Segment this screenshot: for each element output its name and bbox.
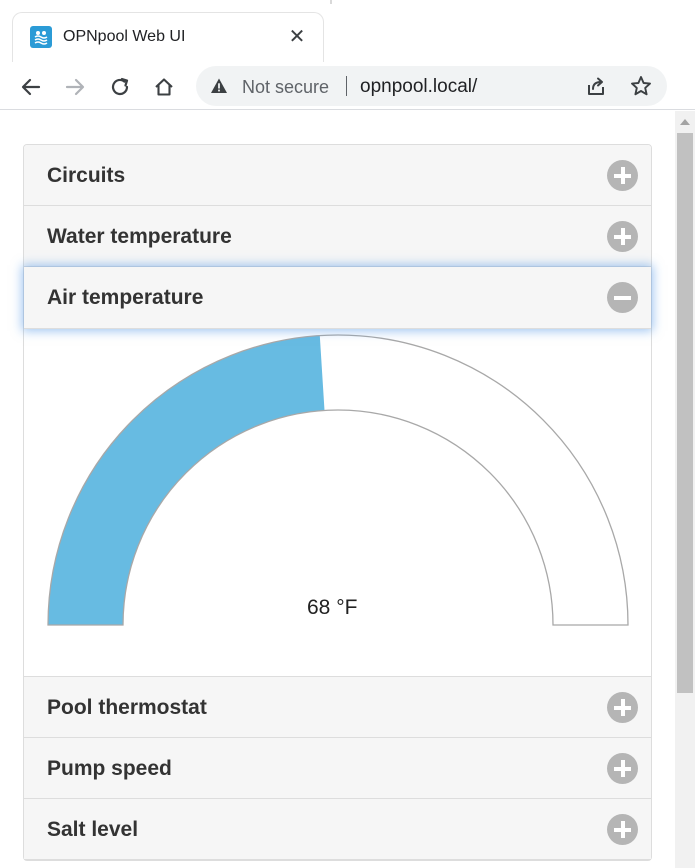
- address-bar[interactable]: Not secure opnpool.local/: [196, 66, 667, 106]
- page-scrollbar[interactable]: [675, 111, 695, 868]
- air-temperature-panel: 68 °F: [24, 329, 651, 677]
- home-icon[interactable]: [147, 70, 181, 104]
- expand-plus-icon[interactable]: [607, 692, 638, 723]
- accordion-header-salt-level[interactable]: Salt level: [24, 799, 651, 860]
- accordion-header-air-temperature[interactable]: Air temperature: [24, 267, 651, 329]
- forward-arrow-icon[interactable]: [58, 70, 92, 104]
- gauge-fill: [48, 335, 325, 625]
- accordion-title: Water temperature: [47, 225, 232, 248]
- security-status-label[interactable]: Not secure: [242, 77, 330, 97]
- browser-toolbar: Not secure opnpool.local/: [0, 62, 695, 110]
- reload-icon[interactable]: [103, 70, 137, 104]
- accordion-header-water-temperature[interactable]: Water temperature: [24, 206, 651, 267]
- accordion-header-pump-speed[interactable]: Pump speed: [24, 738, 651, 799]
- expand-plus-icon[interactable]: [607, 221, 638, 252]
- scrollbar-thumb[interactable]: [677, 133, 693, 693]
- accordion-title: Circuits: [47, 164, 126, 187]
- url-text[interactable]: opnpool.local/: [360, 76, 478, 97]
- browser-tab[interactable]: OPNpool Web UI ✕: [12, 12, 324, 62]
- air-temperature-gauge: [47, 334, 629, 626]
- back-arrow-icon[interactable]: [14, 70, 48, 104]
- star-icon[interactable]: [629, 74, 653, 98]
- expand-plus-icon[interactable]: [607, 753, 638, 784]
- share-icon[interactable]: [584, 74, 608, 98]
- page-viewport: Circuits Water temperature Air temperatu…: [0, 111, 675, 868]
- accordion-title: Salt level: [47, 818, 139, 841]
- tab-strip-edge: [330, 0, 332, 4]
- accordion-title: Air temperature: [47, 286, 204, 309]
- scroll-up-arrow-icon[interactable]: [675, 115, 695, 129]
- tab-title: OPNpool Web UI: [63, 28, 186, 45]
- gauge-value-label: 68 °F: [307, 596, 358, 619]
- expand-plus-icon[interactable]: [607, 814, 638, 845]
- accordion-title: Pool thermostat: [47, 696, 207, 719]
- accordion-header-pool-thermostat[interactable]: Pool thermostat: [24, 677, 651, 738]
- warning-icon[interactable]: [210, 77, 228, 95]
- accordion-title: Pump speed: [47, 757, 172, 780]
- collapse-minus-icon[interactable]: [607, 282, 638, 313]
- tab-strip: OPNpool Web UI ✕: [0, 0, 695, 62]
- omnibox-divider: [346, 76, 347, 96]
- tab-close-icon[interactable]: ✕: [288, 25, 306, 48]
- accordion-header-circuits[interactable]: Circuits: [24, 145, 651, 206]
- gauge-outline: [47, 334, 629, 626]
- opnpool-favicon-icon: [30, 26, 52, 48]
- expand-plus-icon[interactable]: [607, 160, 638, 191]
- accordion: Circuits Water temperature Air temperatu…: [23, 144, 652, 861]
